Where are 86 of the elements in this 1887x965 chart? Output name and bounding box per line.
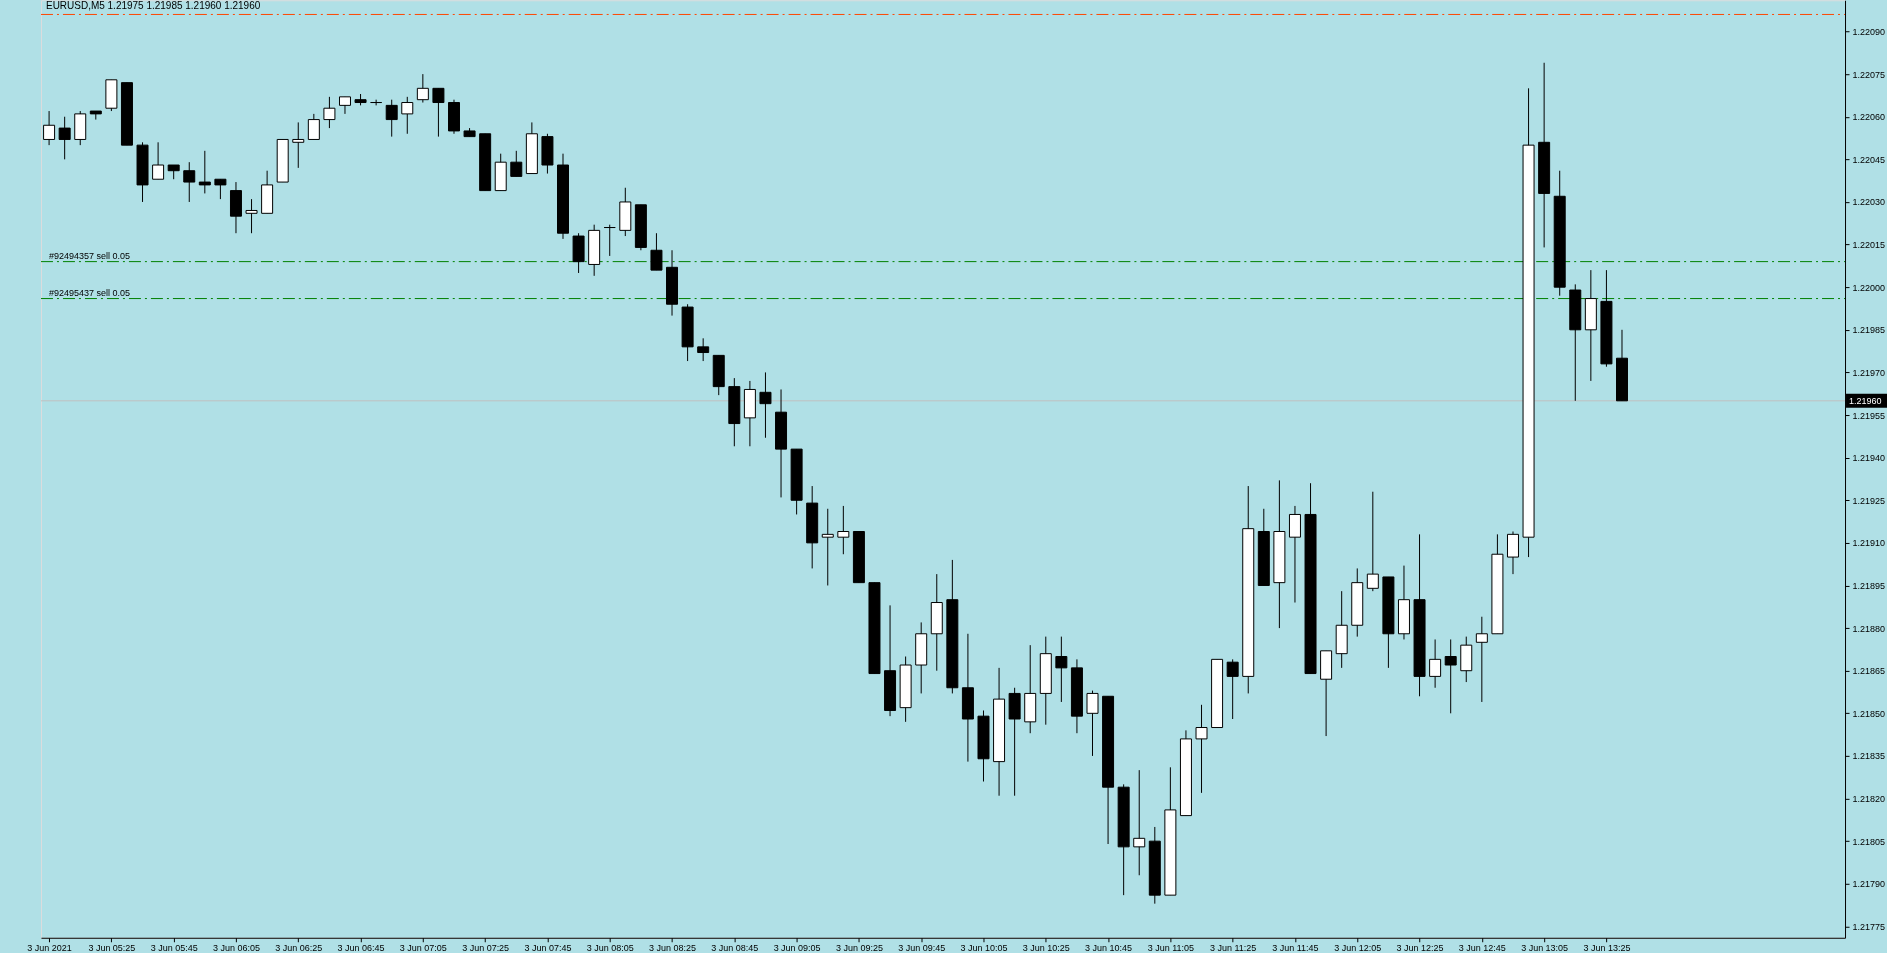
y-tick-label: 1.21985 — [1852, 325, 1885, 336]
x-tick-label: 3 Jun 11:25 — [1210, 943, 1257, 954]
x-tick-label: 3 Jun 05:45 — [150, 943, 198, 954]
y-tick-label: 1.22045 — [1852, 154, 1885, 165]
y-tick-label: 1.21835 — [1852, 751, 1885, 762]
y-tick-label: 1.21775 — [1852, 921, 1885, 932]
candlestick — [214, 178, 227, 200]
candlestick — [1133, 769, 1146, 876]
y-tick-label: 1.21895 — [1852, 580, 1885, 591]
candlestick — [759, 371, 772, 439]
candlestick — [1444, 638, 1457, 714]
y-tick-label: 1.21865 — [1852, 666, 1885, 677]
x-tick-label: 3 Jun 2021 — [27, 943, 72, 954]
x-tick-label: 3 Jun 10:25 — [1022, 943, 1070, 954]
y-tick-label: 1.21880 — [1852, 623, 1885, 634]
candlestick — [432, 87, 445, 138]
x-tick-label: 3 Jun 08:45 — [711, 943, 759, 954]
candlestick — [650, 232, 663, 271]
x-tick-label: 3 Jun 10:45 — [1085, 943, 1133, 954]
candlestick — [245, 198, 258, 234]
candlestick — [1195, 704, 1208, 794]
x-tick-label: 3 Jun 13:05 — [1521, 943, 1569, 954]
candlestick — [401, 96, 414, 135]
x-tick-label: 3 Jun 12:25 — [1396, 943, 1444, 954]
candlestick — [697, 337, 710, 362]
candlestick — [837, 505, 850, 555]
candlestick — [1288, 505, 1301, 604]
chart-title: EURUSD,M5 1.21975 1.21985 1.21960 1.21960 — [45, 0, 261, 12]
candlestick — [307, 113, 320, 140]
candlestick — [821, 508, 834, 586]
y-tick-label: 1.21790 — [1852, 879, 1885, 890]
y-tick-label: 1.22060 — [1852, 112, 1885, 123]
y-tick-label: 1.21910 — [1852, 538, 1885, 549]
x-tick-label: 3 Jun 08:05 — [586, 943, 634, 954]
x-tick-label: 3 Jun 07:25 — [462, 943, 510, 954]
x-tick-label: 3 Jun 12:05 — [1334, 943, 1382, 954]
x-tick-label: 3 Jun 09:05 — [773, 943, 821, 954]
candlestick — [1366, 491, 1379, 592]
y-tick-label: 1.22075 — [1852, 69, 1885, 80]
candlestick — [1226, 658, 1239, 720]
y-tick-label: 1.21850 — [1852, 708, 1885, 719]
x-tick-label: 3 Jun 09:45 — [898, 943, 946, 954]
x-tick-label: 3 Jun 07:05 — [399, 943, 447, 954]
candlestick — [385, 99, 398, 138]
y-tick-label: 1.22000 — [1852, 282, 1885, 293]
y-tick-label: 1.21820 — [1852, 794, 1885, 805]
candlestick — [370, 99, 383, 106]
candlestick — [1475, 616, 1488, 703]
candlestick — [603, 224, 616, 257]
y-tick-label: 1.22030 — [1852, 197, 1885, 208]
candlestick — [43, 110, 56, 146]
y-tick-label: 1.21970 — [1852, 367, 1885, 378]
x-tick-label: 3 Jun 10:05 — [960, 943, 1008, 954]
x-tick-label: 3 Jun 06:25 — [275, 943, 323, 954]
x-tick-label: 3 Jun 09:25 — [835, 943, 883, 954]
x-tick-label: 3 Jun 08:25 — [649, 943, 697, 954]
candlestick — [323, 96, 336, 129]
y-tick-label: 1.22015 — [1852, 240, 1885, 251]
x-tick-label: 3 Jun 11:45 — [1272, 943, 1319, 954]
y-tick-label: 1.21940 — [1852, 453, 1885, 464]
ref-line-label: 1.21960 — [1849, 395, 1882, 406]
candlestick — [292, 121, 305, 169]
y-tick-label: 1.21955 — [1852, 410, 1885, 421]
y-tick-label: 1.21925 — [1852, 495, 1885, 506]
candlestick — [1086, 690, 1099, 757]
x-tick-label: 3 Jun 07:45 — [524, 943, 572, 954]
candlestick — [1429, 638, 1442, 689]
x-tick-label: 3 Jun 13:25 — [1583, 943, 1631, 954]
candlestick — [510, 150, 523, 177]
candlestick — [1506, 531, 1519, 575]
x-tick-label: 3 Jun 11:05 — [1147, 943, 1195, 954]
y-tick-label: 1.21805 — [1852, 836, 1885, 847]
x-tick-label: 3 Jun 06:45 — [337, 943, 385, 954]
candlestick — [58, 116, 71, 160]
candlestick — [198, 150, 211, 194]
candlestick — [1055, 636, 1068, 703]
ref-line-label: #92494357 sell 0.05 — [48, 250, 130, 261]
candlestick — [416, 73, 429, 104]
y-tick-label: 1.22090 — [1852, 27, 1885, 37]
candlestick — [338, 96, 351, 115]
candlestick — [152, 141, 165, 180]
candlestick — [183, 161, 196, 203]
ref-line-label: #92495437 sell 0.05 — [48, 287, 130, 298]
x-tick-label: 3 Jun 06:05 — [212, 943, 260, 954]
x-tick-label: 3 Jun 05:25 — [88, 943, 136, 954]
x-tick-label: 3 Jun 12:45 — [1458, 943, 1506, 954]
